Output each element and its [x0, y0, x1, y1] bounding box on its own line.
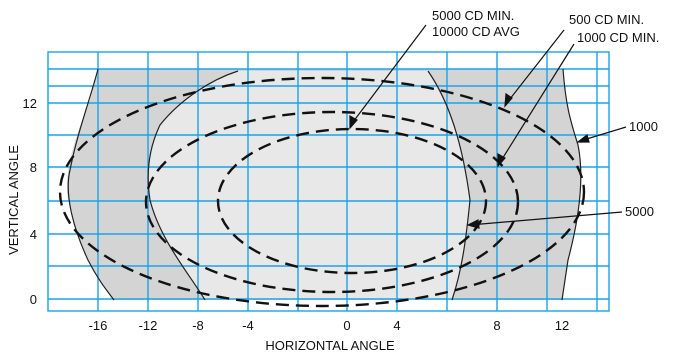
- x-axis-title: HORIZONTAL ANGLE: [265, 338, 395, 353]
- y-axis-title: VERTICAL ANGLE: [6, 145, 21, 255]
- x-tick-labels: -16 -12 -8 -4 0 4 8 12: [89, 318, 570, 333]
- inner-right-boundary: [427, 70, 471, 301]
- y-tick-label: 12: [23, 96, 37, 111]
- plot-frame: [47, 51, 610, 312]
- grid: [47, 51, 610, 312]
- annotation-1000: 1000: [629, 119, 658, 134]
- leader-1000-min: [498, 43, 575, 165]
- x-tick-label: -16: [89, 318, 108, 333]
- outer-right-boundary: [561, 68, 582, 301]
- x-tick-label: 8: [493, 318, 500, 333]
- y-tick-labels: 0 4 8 12: [23, 96, 37, 307]
- leader-1000-arrow: [576, 133, 590, 143]
- y-tick-label: 8: [30, 160, 37, 175]
- annotation-5000: 5000: [625, 204, 654, 219]
- inner-left-boundary: [147, 70, 239, 301]
- annotations: 5000 CD MIN. 10000 CD AVG 500 CD MIN. 10…: [432, 8, 659, 219]
- x-tick-label: 4: [393, 318, 400, 333]
- leader-5000-min: [349, 24, 427, 127]
- annotation-1000-cd-min: 1000 CD MIN.: [577, 30, 659, 45]
- leader-1000-min-arrow: [497, 152, 506, 168]
- x-tick-label: -8: [192, 318, 204, 333]
- contour-5000-ellipse: [216, 127, 488, 275]
- boundary-curves: [67, 68, 582, 301]
- x-tick-label: -12: [139, 318, 158, 333]
- x-tick-label: -4: [242, 318, 254, 333]
- annotation-5000-cd-min: 5000 CD MIN.: [432, 8, 514, 23]
- contour-500-ellipse: [58, 76, 586, 308]
- y-tick-label: 0: [30, 292, 37, 307]
- outer-left-boundary: [67, 68, 115, 301]
- contour-1000-ellipse: [144, 110, 520, 294]
- y-tick-label: 4: [30, 227, 37, 242]
- annotation-10000-cd-avg: 10000 CD AVG: [432, 24, 520, 39]
- dashed-contours: [58, 76, 586, 308]
- x-tick-label: 12: [555, 318, 569, 333]
- x-tick-label: 0: [343, 318, 350, 333]
- leader-5000-min-arrow: [349, 114, 358, 130]
- leader-500-min: [505, 29, 565, 105]
- leader-lines: [349, 24, 627, 229]
- leader-5000-arrow: [466, 219, 480, 229]
- leader-500-min-arrow: [504, 92, 513, 108]
- leader-5000: [469, 211, 623, 226]
- annotation-500-cd-min: 500 CD MIN.: [569, 12, 644, 27]
